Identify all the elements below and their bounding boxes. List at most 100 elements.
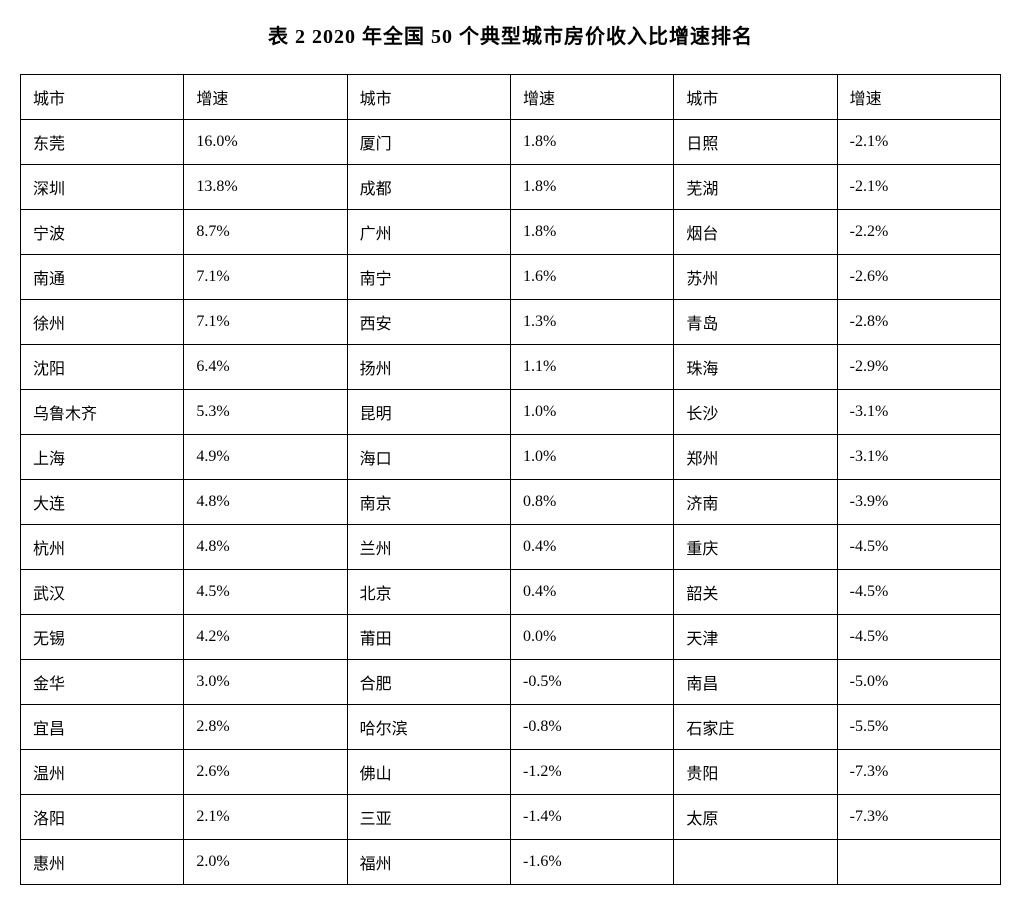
table-cell: 乌鲁木齐 [21, 390, 184, 435]
table-cell: 南宁 [347, 255, 510, 300]
table-cell: 海口 [347, 435, 510, 480]
table-row: 乌鲁木齐5.3%昆明1.0%长沙-3.1% [21, 390, 1001, 435]
table-cell: 洛阳 [21, 795, 184, 840]
table-cell: 韶关 [674, 570, 837, 615]
table-cell: -2.8% [837, 300, 1000, 345]
table-row: 洛阳2.1%三亚-1.4%太原-7.3% [21, 795, 1001, 840]
table-row: 惠州2.0%福州-1.6% [21, 840, 1001, 885]
table-row: 深圳13.8%成都1.8%芜湖-2.1% [21, 165, 1001, 210]
table-cell: 16.0% [184, 120, 347, 165]
data-table: 城市增速城市增速城市增速东莞16.0%厦门1.8%日照-2.1%深圳13.8%成… [20, 74, 1001, 885]
table-cell: 青岛 [674, 300, 837, 345]
table-cell: -0.5% [510, 660, 673, 705]
table-cell: 2.6% [184, 750, 347, 795]
table-cell: -4.5% [837, 525, 1000, 570]
table-cell: 1.8% [510, 210, 673, 255]
table-cell: 2.1% [184, 795, 347, 840]
table-row: 沈阳6.4%扬州1.1%珠海-2.9% [21, 345, 1001, 390]
table-cell: 南昌 [674, 660, 837, 705]
table-cell: 东莞 [21, 120, 184, 165]
table-row: 宜昌2.8%哈尔滨-0.8%石家庄-5.5% [21, 705, 1001, 750]
table-cell: 三亚 [347, 795, 510, 840]
table-row: 金华3.0%合肥-0.5%南昌-5.0% [21, 660, 1001, 705]
table-cell: 珠海 [674, 345, 837, 390]
table-cell: -1.6% [510, 840, 673, 885]
table-cell: 徐州 [21, 300, 184, 345]
table-cell: 4.9% [184, 435, 347, 480]
table-cell [674, 840, 837, 885]
table-cell: 0.8% [510, 480, 673, 525]
table-cell: 1.6% [510, 255, 673, 300]
table-row: 宁波8.7%广州1.8%烟台-2.2% [21, 210, 1001, 255]
table-cell: 13.8% [184, 165, 347, 210]
table-cell: 扬州 [347, 345, 510, 390]
table-row: 温州2.6%佛山-1.2%贵阳-7.3% [21, 750, 1001, 795]
table-cell: -5.5% [837, 705, 1000, 750]
table-cell: 长沙 [674, 390, 837, 435]
table-cell: 2.0% [184, 840, 347, 885]
table-cell: 日照 [674, 120, 837, 165]
table-row: 徐州7.1%西安1.3%青岛-2.8% [21, 300, 1001, 345]
table-cell: 苏州 [674, 255, 837, 300]
table-cell: 1.1% [510, 345, 673, 390]
table-cell: 莆田 [347, 615, 510, 660]
table-row: 南通7.1%南宁1.6%苏州-2.6% [21, 255, 1001, 300]
table-header-cell: 城市 [674, 75, 837, 120]
table-cell: -7.3% [837, 750, 1000, 795]
table-cell: -0.8% [510, 705, 673, 750]
table-cell: 4.8% [184, 525, 347, 570]
table-cell: 5.3% [184, 390, 347, 435]
table-cell: 7.1% [184, 300, 347, 345]
table-cell: 6.4% [184, 345, 347, 390]
table-header-cell: 增速 [837, 75, 1000, 120]
table-cell: 温州 [21, 750, 184, 795]
table-cell: 广州 [347, 210, 510, 255]
table-cell: -4.5% [837, 615, 1000, 660]
table-cell: -2.6% [837, 255, 1000, 300]
table-header-cell: 城市 [21, 75, 184, 120]
table-cell: 厦门 [347, 120, 510, 165]
table-cell: -1.2% [510, 750, 673, 795]
table-cell: -2.1% [837, 120, 1000, 165]
table-cell: 西安 [347, 300, 510, 345]
table-cell: 4.2% [184, 615, 347, 660]
table-cell: 宁波 [21, 210, 184, 255]
table-cell: 8.7% [184, 210, 347, 255]
table-cell: 哈尔滨 [347, 705, 510, 750]
table-cell: 大连 [21, 480, 184, 525]
table-cell: 烟台 [674, 210, 837, 255]
table-header-cell: 城市 [347, 75, 510, 120]
table-cell: 深圳 [21, 165, 184, 210]
table-cell: -5.0% [837, 660, 1000, 705]
table-cell: 太原 [674, 795, 837, 840]
table-cell: 沈阳 [21, 345, 184, 390]
table-cell [837, 840, 1000, 885]
table-cell: -3.1% [837, 435, 1000, 480]
table-cell: 南通 [21, 255, 184, 300]
table-cell: 1.0% [510, 390, 673, 435]
table-cell: 郑州 [674, 435, 837, 480]
table-title: 表 2 2020 年全国 50 个典型城市房价收入比增速排名 [20, 20, 1001, 49]
table-row: 无锡4.2%莆田0.0%天津-4.5% [21, 615, 1001, 660]
table-cell: 天津 [674, 615, 837, 660]
table-cell: 佛山 [347, 750, 510, 795]
table-cell: 宜昌 [21, 705, 184, 750]
table-cell: 4.5% [184, 570, 347, 615]
table-cell: -2.9% [837, 345, 1000, 390]
table-row: 大连4.8%南京0.8%济南-3.9% [21, 480, 1001, 525]
table-cell: 兰州 [347, 525, 510, 570]
table-row: 上海4.9%海口1.0%郑州-3.1% [21, 435, 1001, 480]
table-cell: 武汉 [21, 570, 184, 615]
table-header-row: 城市增速城市增速城市增速 [21, 75, 1001, 120]
table-cell: 上海 [21, 435, 184, 480]
table-cell: 北京 [347, 570, 510, 615]
table-row: 武汉4.5%北京0.4%韶关-4.5% [21, 570, 1001, 615]
table-cell: -7.3% [837, 795, 1000, 840]
table-cell: 0.0% [510, 615, 673, 660]
table-cell: 惠州 [21, 840, 184, 885]
table-cell: -1.4% [510, 795, 673, 840]
table-cell: 1.3% [510, 300, 673, 345]
table-cell: 成都 [347, 165, 510, 210]
table-cell: 2.8% [184, 705, 347, 750]
table-cell: 杭州 [21, 525, 184, 570]
